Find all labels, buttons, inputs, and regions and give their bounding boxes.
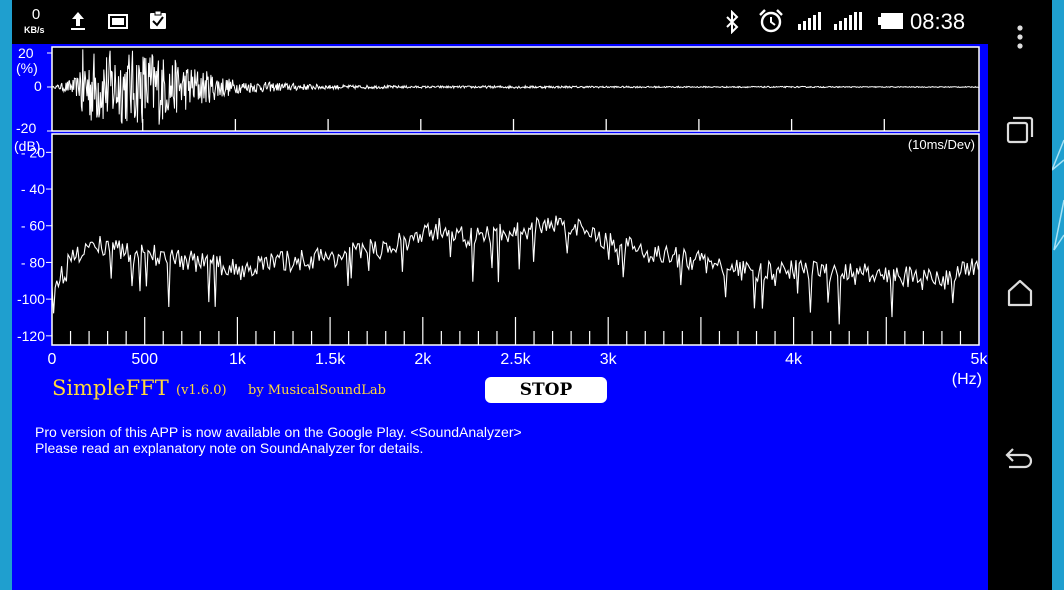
spectrum-x-tick-label: 4k xyxy=(785,351,803,368)
signal-icon xyxy=(796,10,824,32)
spectrum-x-unit: (Hz) xyxy=(952,371,982,388)
app-name: SimpleFFT xyxy=(52,376,169,400)
spectrum-y-tick-label: - 80 xyxy=(21,254,45,270)
back-icon[interactable] xyxy=(1004,444,1036,470)
waveform-y-unit: (%) xyxy=(16,60,38,76)
spectrum-x-tick-label: 1.5k xyxy=(315,351,346,368)
upload-icon xyxy=(70,11,86,31)
info-text-line: Please read an explanatory note on Sound… xyxy=(35,440,423,456)
recent-apps-icon[interactable] xyxy=(1006,116,1034,144)
bluetooth-icon xyxy=(724,10,740,34)
spectrum-y-unit: (dB) xyxy=(14,138,40,154)
spectrum-y-tick-label: - 60 xyxy=(21,218,45,234)
phone-screen: 0 KB/s xyxy=(12,0,1052,590)
status-bar: 0 KB/s xyxy=(12,0,988,44)
clock: 08:38 xyxy=(910,9,965,35)
net-speed-unit: KB/s xyxy=(24,25,45,35)
stop-button[interactable]: STOP xyxy=(485,377,607,403)
alarm-icon xyxy=(758,8,784,34)
net-speed-value: 0 xyxy=(26,6,46,23)
spectrum-x-tick-label: 5k xyxy=(971,351,988,368)
app-version: (v1.6.0) xyxy=(176,383,227,398)
battery-icon xyxy=(878,13,904,29)
home-icon[interactable] xyxy=(1006,278,1034,308)
spectrum-y-tick-label: -120 xyxy=(17,328,45,344)
clipboard-check-icon xyxy=(148,10,168,30)
app-author: by MusicalSoundLab xyxy=(248,383,386,398)
spectrum-x-tick-label: 2.5k xyxy=(500,351,531,368)
navigation-bar xyxy=(988,0,1052,590)
overflow-menu-icon[interactable] xyxy=(1016,24,1024,50)
waveform-panel[interactable] xyxy=(52,47,979,131)
slide-background-stripe xyxy=(1050,130,1064,290)
spectrum-x-tick-label: 0 xyxy=(48,351,57,368)
signal-icon xyxy=(832,10,864,32)
waveform-y-tick: -20 xyxy=(16,120,36,136)
waveform-y-tick: 20 xyxy=(18,45,34,61)
info-text-line: Pro version of this APP is now available… xyxy=(35,424,522,440)
spectrum-x-tick-label: 3k xyxy=(600,351,618,368)
spectrum-x-tick-label: 2k xyxy=(414,351,432,368)
spectrum-y-tick-label: - 40 xyxy=(21,181,45,197)
spectrum-x-tick-label: 1k xyxy=(229,351,247,368)
spectrum-x-tick-label: 500 xyxy=(131,351,158,368)
screenshot-icon xyxy=(108,13,128,29)
time-scale-label: (10ms/Dev) xyxy=(908,137,975,152)
waveform-y-tick: 0 xyxy=(34,78,42,94)
spectrum-y-axis: - 20- 40- 60- 80-100-120 xyxy=(17,144,52,343)
spectrum-y-tick-label: -100 xyxy=(17,291,45,307)
